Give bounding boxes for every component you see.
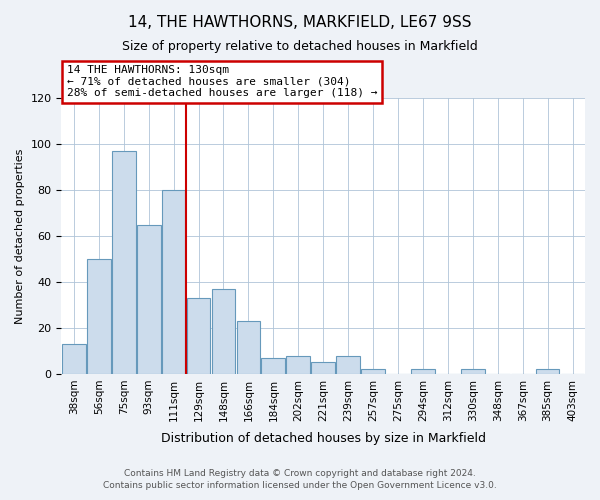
- Bar: [461, 370, 485, 374]
- Bar: [162, 190, 185, 374]
- Bar: [187, 298, 211, 374]
- Y-axis label: Number of detached properties: Number of detached properties: [15, 148, 25, 324]
- Bar: [137, 224, 161, 374]
- Bar: [112, 151, 136, 374]
- Bar: [411, 370, 435, 374]
- Bar: [286, 356, 310, 374]
- Bar: [536, 370, 559, 374]
- Text: Size of property relative to detached houses in Markfield: Size of property relative to detached ho…: [122, 40, 478, 53]
- Bar: [336, 356, 360, 374]
- Bar: [62, 344, 86, 374]
- Text: Contains HM Land Registry data © Crown copyright and database right 2024.
Contai: Contains HM Land Registry data © Crown c…: [103, 468, 497, 490]
- X-axis label: Distribution of detached houses by size in Markfield: Distribution of detached houses by size …: [161, 432, 486, 445]
- Bar: [361, 370, 385, 374]
- Text: 14 THE HAWTHORNS: 130sqm
← 71% of detached houses are smaller (304)
28% of semi-: 14 THE HAWTHORNS: 130sqm ← 71% of detach…: [67, 65, 377, 98]
- Bar: [311, 362, 335, 374]
- Bar: [212, 289, 235, 374]
- Bar: [262, 358, 285, 374]
- Bar: [236, 321, 260, 374]
- Bar: [87, 259, 110, 374]
- Text: 14, THE HAWTHORNS, MARKFIELD, LE67 9SS: 14, THE HAWTHORNS, MARKFIELD, LE67 9SS: [128, 15, 472, 30]
